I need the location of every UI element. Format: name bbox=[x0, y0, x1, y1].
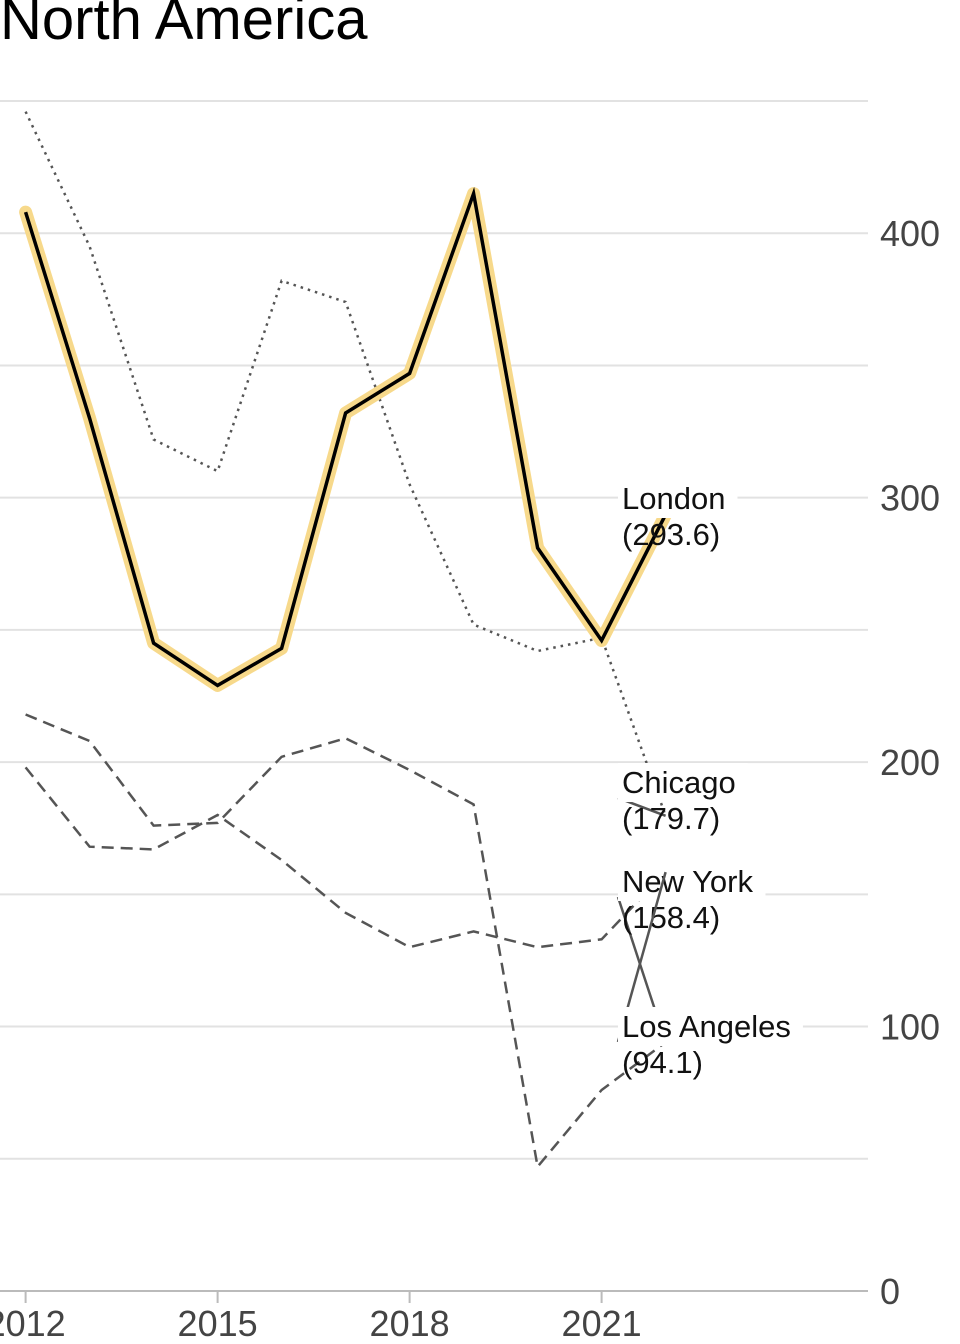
series-name-label-bg bbox=[618, 862, 766, 901]
series-line-chicago bbox=[24, 111, 667, 817]
series-name-label: Los Angeles bbox=[622, 1009, 791, 1044]
series-value-label: (293.6) bbox=[622, 517, 720, 552]
series-line-london bbox=[23, 186, 668, 688]
axes: 0 100 200 300 400 2012 2015 2018 2021 bbox=[0, 213, 940, 1344]
series-name-label: New York bbox=[622, 864, 753, 899]
y-tick-label: 0 bbox=[880, 1271, 900, 1312]
x-tick-label: 2021 bbox=[562, 1303, 642, 1344]
chart-title: North America bbox=[0, 0, 368, 52]
series-name-label: London bbox=[622, 481, 725, 516]
x-tick-label: 2018 bbox=[370, 1303, 450, 1344]
series-value-label: (94.1) bbox=[622, 1045, 703, 1080]
series-labels: London(293.6) Chicago(179.7) New York(158.… bbox=[616, 479, 803, 1080]
x-tick-label: 2012 bbox=[0, 1303, 66, 1344]
series-line-los-angeles bbox=[24, 766, 667, 949]
series-value-label: (179.7) bbox=[622, 801, 720, 836]
series-name-label-bg bbox=[618, 763, 748, 802]
series-line-new-york bbox=[25, 713, 667, 1170]
label-new-york: New York(158.4) bbox=[616, 862, 766, 1043]
series-lines bbox=[19, 111, 673, 1170]
y-tick-label: 100 bbox=[880, 1007, 940, 1048]
y-tick-label: 200 bbox=[880, 742, 940, 783]
series-value-label: (158.4) bbox=[622, 900, 720, 935]
series-line-london-highlight bbox=[19, 187, 673, 692]
label-chicago: Chicago(179.7) bbox=[617, 763, 748, 836]
gridlines bbox=[0, 100, 868, 1160]
series-name-label-bg bbox=[618, 1007, 803, 1046]
series-name-label-bg bbox=[618, 479, 738, 518]
y-tick-label: 300 bbox=[880, 478, 940, 519]
series-name-label: Chicago bbox=[622, 765, 736, 800]
label-london: London(293.6) bbox=[617, 479, 738, 552]
y-tick-label: 400 bbox=[880, 213, 940, 254]
x-tick-label: 2015 bbox=[178, 1303, 258, 1344]
label-los-angeles: Los Angeles(94.1) bbox=[616, 871, 803, 1080]
